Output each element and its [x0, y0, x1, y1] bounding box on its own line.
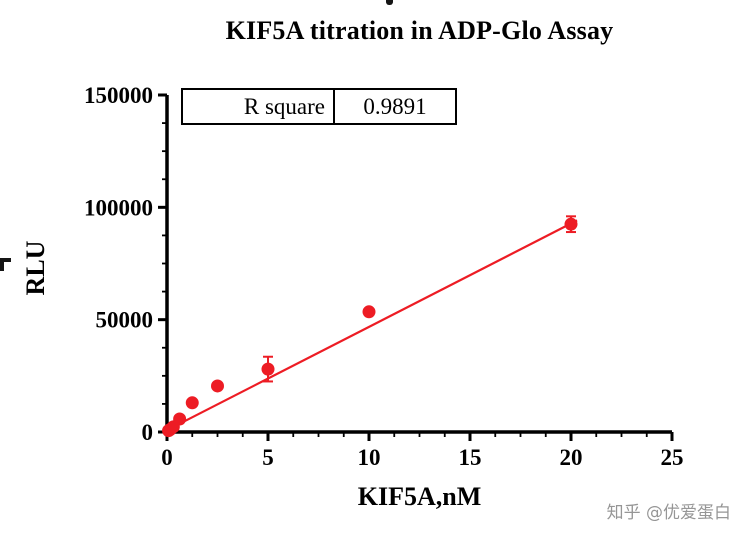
x-tick-label: 20 [560, 445, 583, 470]
x-axis-label: KIF5A,nM [357, 482, 482, 511]
watermark: 知乎 @优爱蛋白 [606, 503, 731, 523]
r-square-value: 0.9891 [363, 93, 427, 119]
data-point [261, 362, 275, 376]
x-tick-label: 25 [661, 445, 684, 470]
x-tick-label: 5 [262, 445, 274, 470]
x-tick-label: 10 [358, 445, 381, 470]
data-point [185, 396, 199, 410]
y-tick-label: 50000 [96, 308, 154, 333]
data-point [564, 217, 578, 231]
clipped-top-artifact [386, 0, 393, 5]
data-point [173, 412, 187, 426]
y-tick-label: 0 [142, 420, 154, 445]
r-square-label: R square [183, 90, 335, 123]
data-point [211, 379, 224, 393]
data-point [362, 305, 376, 319]
y-axis-label: RLU [21, 240, 50, 296]
y-tick-label: 100000 [84, 195, 153, 220]
fit-line [166, 219, 578, 432]
chart-title: KIF5A titration in ADP-Glo Assay [225, 16, 614, 45]
x-tick-label: 15 [459, 445, 482, 470]
r-square-box: R square 0.9891 [181, 88, 457, 125]
y-tick-label: 150000 [84, 83, 153, 108]
x-tick-label: 0 [161, 445, 173, 470]
clipped-edge-artifact [0, 258, 11, 271]
